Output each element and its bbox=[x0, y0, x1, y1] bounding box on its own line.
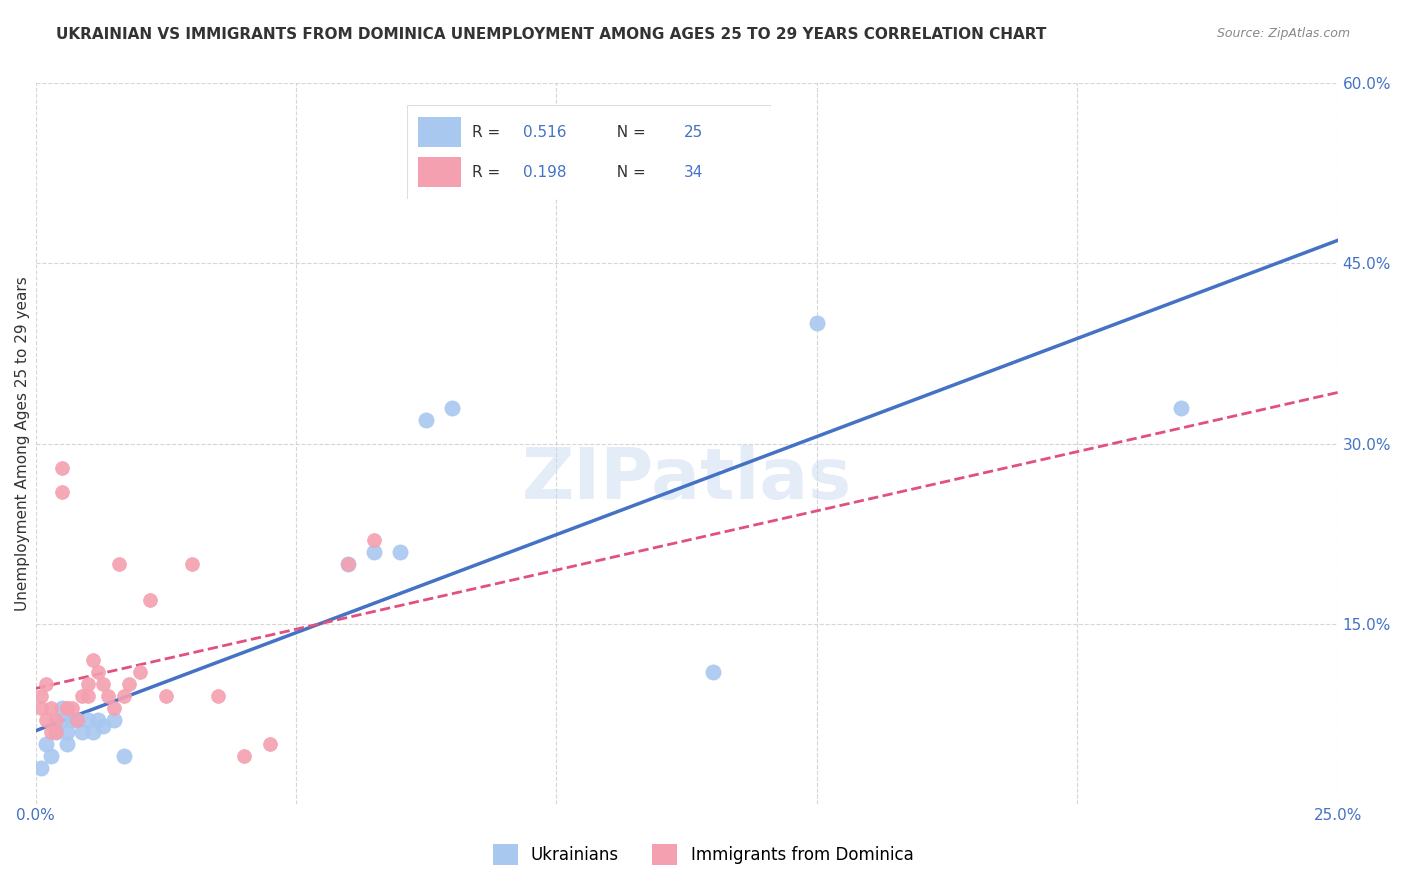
Point bbox=[60, 700, 83, 714]
Point bbox=[155, 689, 177, 703]
Point bbox=[56, 700, 79, 714]
Point bbox=[66, 713, 89, 727]
Point bbox=[87, 665, 110, 679]
Point bbox=[35, 713, 58, 727]
Point bbox=[76, 713, 98, 727]
Text: UKRAINIAN VS IMMIGRANTS FROM DOMINICA UNEMPLOYMENT AMONG AGES 25 TO 29 YEARS COR: UKRAINIAN VS IMMIGRANTS FROM DOMINICA UN… bbox=[56, 27, 1046, 42]
Point bbox=[60, 713, 83, 727]
Y-axis label: Unemployment Among Ages 25 to 29 years: Unemployment Among Ages 25 to 29 years bbox=[15, 277, 30, 611]
Point bbox=[39, 724, 62, 739]
Point bbox=[337, 557, 360, 571]
Text: Source: ZipAtlas.com: Source: ZipAtlas.com bbox=[1216, 27, 1350, 40]
Point bbox=[72, 689, 94, 703]
Point bbox=[51, 484, 73, 499]
Legend: Ukrainians, Immigrants from Dominica: Ukrainians, Immigrants from Dominica bbox=[482, 834, 924, 875]
Point bbox=[87, 713, 110, 727]
Point bbox=[45, 724, 67, 739]
Point bbox=[82, 652, 104, 666]
Point bbox=[1170, 401, 1192, 415]
Point bbox=[39, 700, 62, 714]
Point bbox=[702, 665, 724, 679]
Point bbox=[35, 737, 58, 751]
Point bbox=[30, 700, 52, 714]
Point bbox=[91, 676, 114, 690]
Point bbox=[51, 460, 73, 475]
Point bbox=[207, 689, 229, 703]
Point bbox=[39, 748, 62, 763]
Point bbox=[76, 689, 98, 703]
Point bbox=[103, 713, 125, 727]
Point bbox=[112, 689, 135, 703]
Point bbox=[337, 557, 360, 571]
Point bbox=[128, 665, 150, 679]
Point bbox=[56, 737, 79, 751]
Point bbox=[66, 713, 89, 727]
Point bbox=[415, 412, 437, 426]
Point bbox=[45, 724, 67, 739]
Point bbox=[108, 557, 131, 571]
Point bbox=[441, 401, 464, 415]
Point bbox=[72, 724, 94, 739]
Point bbox=[35, 676, 58, 690]
Point bbox=[56, 700, 79, 714]
Point bbox=[103, 700, 125, 714]
Point bbox=[180, 557, 202, 571]
Point bbox=[363, 533, 385, 547]
Point bbox=[259, 737, 281, 751]
Point bbox=[91, 718, 114, 732]
Point bbox=[139, 592, 162, 607]
Point bbox=[82, 724, 104, 739]
Point bbox=[363, 544, 385, 558]
Point bbox=[806, 317, 828, 331]
Point bbox=[76, 676, 98, 690]
Point bbox=[30, 689, 52, 703]
Point bbox=[51, 713, 73, 727]
Point bbox=[56, 724, 79, 739]
Point bbox=[389, 544, 412, 558]
Point bbox=[112, 748, 135, 763]
Text: ZIPatlas: ZIPatlas bbox=[522, 445, 852, 514]
Point bbox=[118, 676, 141, 690]
Point bbox=[232, 748, 254, 763]
Point bbox=[45, 713, 67, 727]
Point bbox=[30, 761, 52, 775]
Point bbox=[97, 689, 120, 703]
Point bbox=[51, 700, 73, 714]
